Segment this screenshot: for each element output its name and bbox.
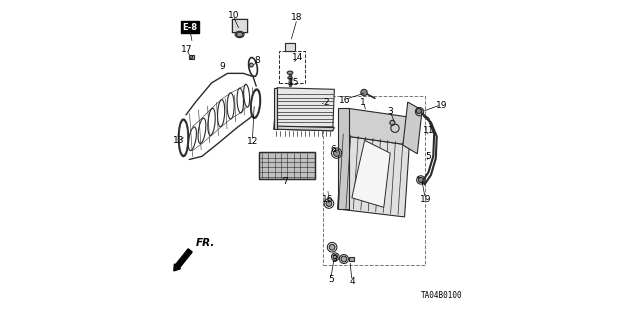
Bar xyxy=(259,152,316,179)
Ellipse shape xyxy=(179,121,188,155)
Polygon shape xyxy=(274,88,277,129)
Text: E-8: E-8 xyxy=(182,23,197,32)
Text: 16: 16 xyxy=(339,96,351,105)
Ellipse shape xyxy=(251,89,260,118)
Bar xyxy=(323,96,425,265)
Polygon shape xyxy=(274,126,334,131)
Circle shape xyxy=(189,56,193,59)
Circle shape xyxy=(417,108,422,114)
Text: 4: 4 xyxy=(349,277,355,286)
Polygon shape xyxy=(274,88,334,131)
Ellipse shape xyxy=(236,32,243,37)
Text: 12: 12 xyxy=(246,137,258,146)
Ellipse shape xyxy=(289,83,291,85)
Bar xyxy=(189,55,194,59)
Ellipse shape xyxy=(180,122,187,154)
Text: 5: 5 xyxy=(328,275,333,284)
Text: 1: 1 xyxy=(360,98,366,107)
Text: 18: 18 xyxy=(291,13,303,22)
Text: 17: 17 xyxy=(181,45,193,54)
Polygon shape xyxy=(403,102,422,154)
Ellipse shape xyxy=(252,91,260,117)
Ellipse shape xyxy=(179,120,188,156)
Bar xyxy=(285,43,295,51)
Text: 9: 9 xyxy=(220,63,225,71)
Circle shape xyxy=(333,255,337,259)
Text: 7: 7 xyxy=(283,177,289,186)
Ellipse shape xyxy=(288,77,292,79)
Bar xyxy=(232,19,247,32)
Circle shape xyxy=(329,244,335,250)
Text: TA04B0100: TA04B0100 xyxy=(420,292,462,300)
Text: 13: 13 xyxy=(173,136,185,145)
Circle shape xyxy=(361,89,367,96)
Bar xyxy=(349,257,355,261)
FancyArrow shape xyxy=(174,249,192,271)
Bar xyxy=(259,152,316,179)
Ellipse shape xyxy=(248,57,257,77)
Text: 2: 2 xyxy=(323,98,328,107)
Text: 11: 11 xyxy=(422,126,434,135)
Text: 15: 15 xyxy=(288,78,300,87)
Circle shape xyxy=(419,177,423,182)
Text: 14: 14 xyxy=(292,53,303,62)
Text: 19: 19 xyxy=(435,101,447,110)
Circle shape xyxy=(390,120,395,125)
Text: 3: 3 xyxy=(331,256,337,264)
Text: 8: 8 xyxy=(254,56,260,65)
Text: FR.: FR. xyxy=(196,238,215,248)
Polygon shape xyxy=(352,140,390,207)
Polygon shape xyxy=(342,108,416,145)
Circle shape xyxy=(326,201,332,206)
Circle shape xyxy=(250,63,253,67)
Polygon shape xyxy=(337,136,410,217)
Circle shape xyxy=(341,256,347,262)
Text: 6: 6 xyxy=(330,145,335,154)
Text: 16: 16 xyxy=(322,195,333,204)
Bar xyxy=(279,51,305,83)
Text: 5: 5 xyxy=(426,152,431,161)
Text: 19: 19 xyxy=(420,195,431,204)
Ellipse shape xyxy=(287,71,293,74)
Ellipse shape xyxy=(253,91,259,116)
Ellipse shape xyxy=(235,31,244,38)
Text: 3: 3 xyxy=(387,107,393,116)
Circle shape xyxy=(333,150,340,156)
Text: 10: 10 xyxy=(227,11,239,20)
Polygon shape xyxy=(337,108,349,209)
